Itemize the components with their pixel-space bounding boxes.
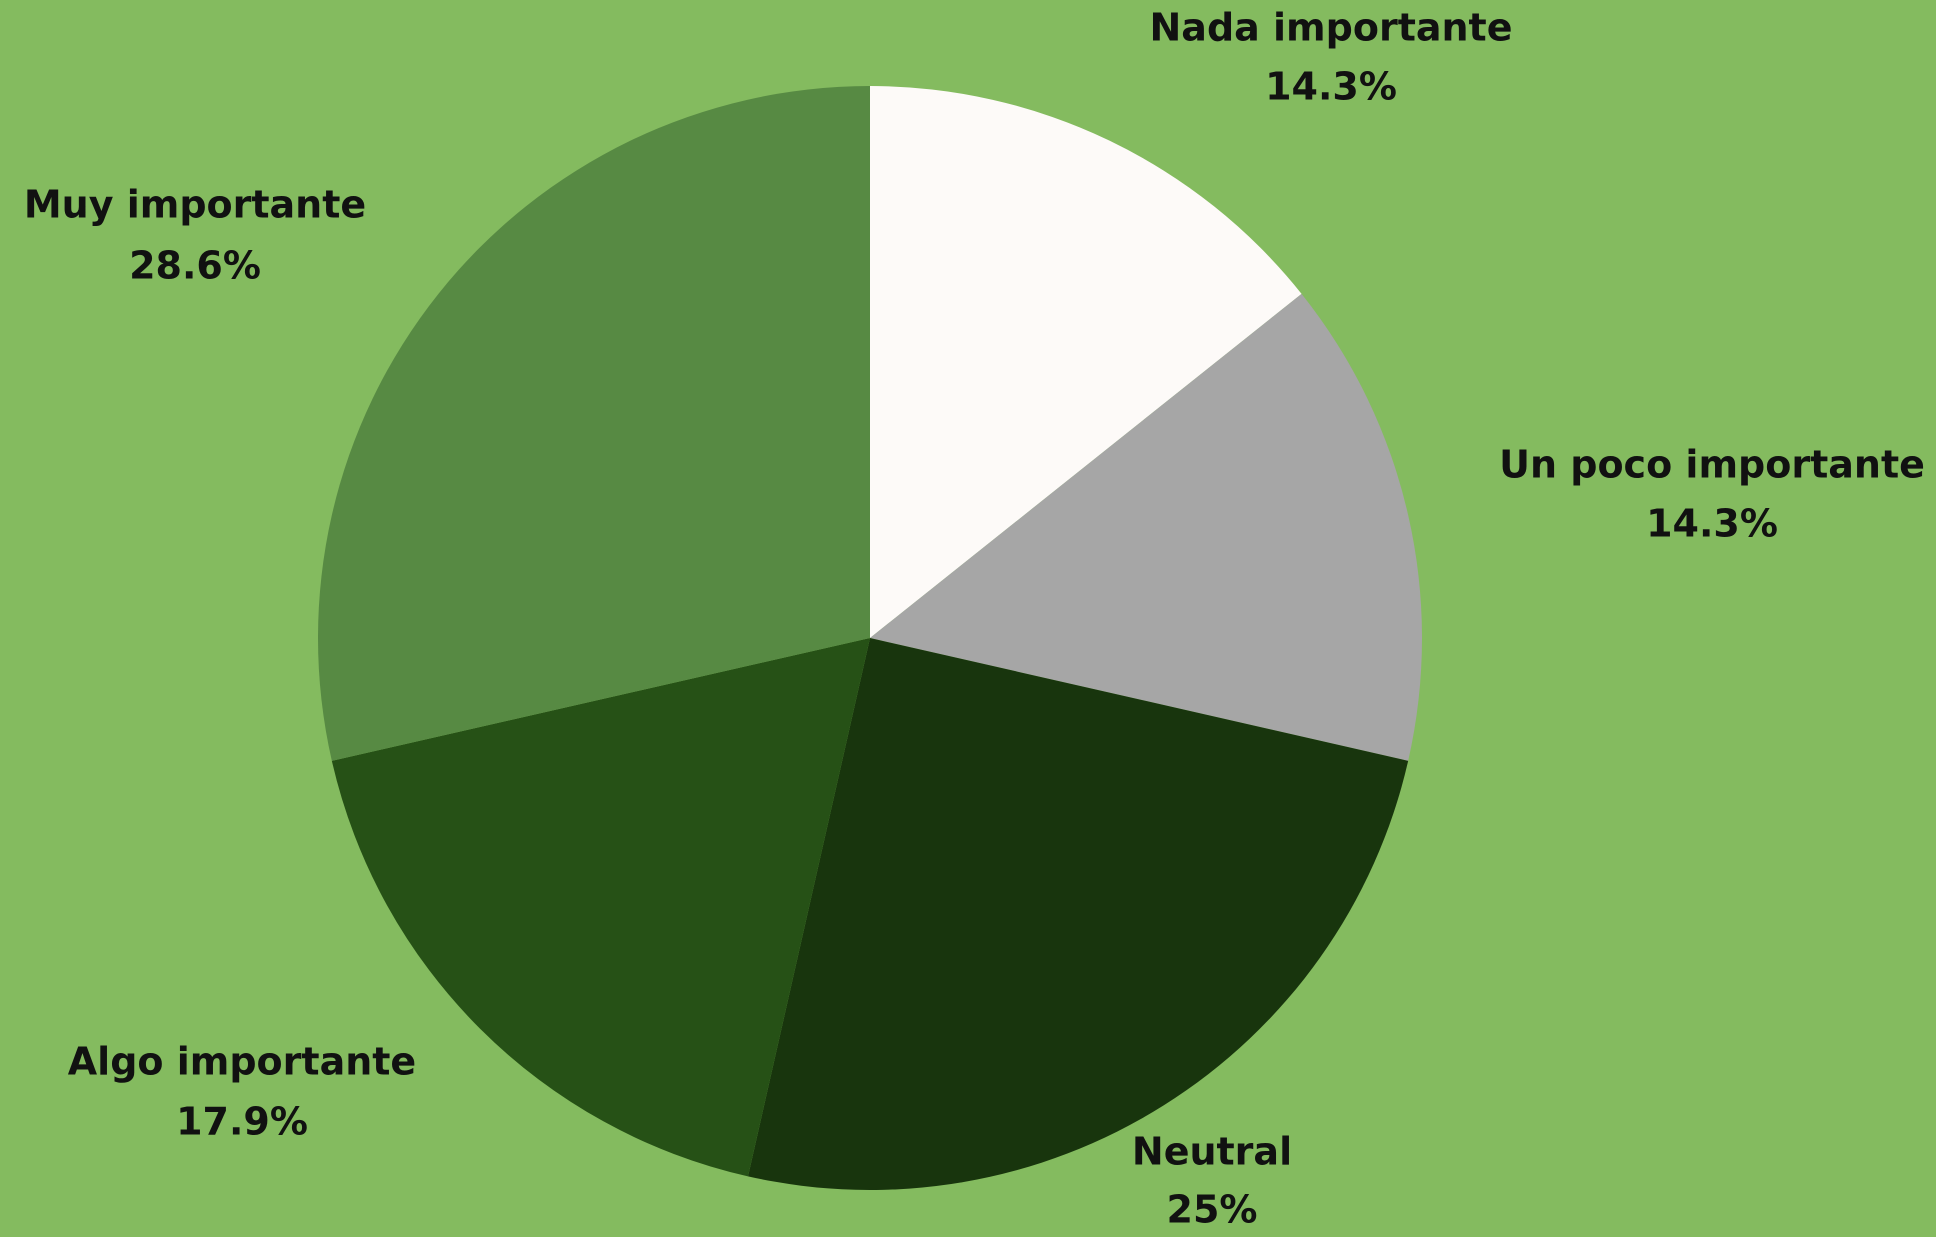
pie-slice [870,86,1302,638]
pie-slice [748,638,1409,1190]
slice-value: 28.6% [129,244,261,288]
slice-value: 14.3% [1265,65,1397,109]
slice-label: Nada importante [1150,6,1513,50]
pie-slice [331,638,870,1177]
slice-label: Algo importante [68,1040,416,1084]
slice-value: 14.3% [1646,502,1778,546]
slice-label: Neutral [1132,1130,1292,1174]
slice-value: 25% [1167,1188,1258,1232]
slice-label: Muy importante [24,183,366,227]
slice-label: Un poco importante [1499,443,1925,487]
pie-slice [870,293,1422,761]
slice-value: 17.9% [176,1100,308,1144]
pie-slice [317,86,870,761]
